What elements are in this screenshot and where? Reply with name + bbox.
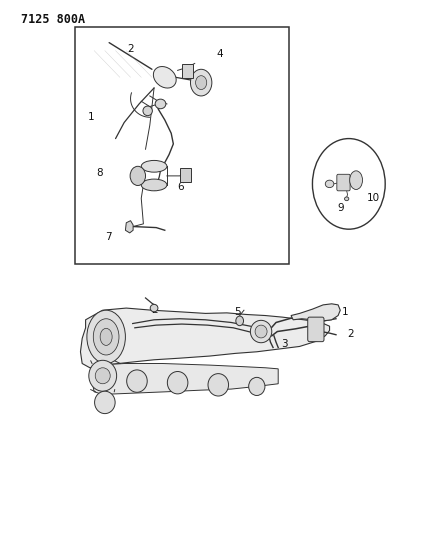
Circle shape [130, 166, 146, 185]
Ellipse shape [95, 368, 110, 384]
Text: 7125 800A: 7125 800A [21, 13, 86, 26]
Ellipse shape [127, 370, 147, 392]
Polygon shape [125, 221, 133, 233]
Polygon shape [80, 308, 330, 368]
Ellipse shape [250, 320, 272, 343]
Polygon shape [291, 304, 340, 321]
Ellipse shape [100, 328, 112, 345]
Ellipse shape [143, 106, 152, 116]
Ellipse shape [208, 374, 229, 396]
Ellipse shape [155, 99, 166, 109]
Ellipse shape [153, 67, 176, 88]
Text: 2: 2 [348, 329, 354, 339]
Text: 1: 1 [342, 307, 348, 317]
Ellipse shape [87, 310, 125, 364]
Circle shape [196, 76, 207, 90]
Ellipse shape [141, 160, 167, 172]
Text: 2: 2 [151, 305, 158, 315]
Text: 3: 3 [281, 339, 288, 349]
Ellipse shape [345, 197, 349, 201]
Ellipse shape [249, 377, 265, 395]
FancyBboxPatch shape [337, 174, 350, 191]
Text: 6: 6 [178, 182, 184, 191]
Circle shape [190, 69, 212, 96]
Text: 4: 4 [216, 50, 223, 59]
Ellipse shape [236, 316, 244, 326]
Ellipse shape [167, 372, 188, 394]
Text: 1: 1 [88, 112, 94, 122]
Text: 4: 4 [106, 320, 113, 330]
Ellipse shape [89, 360, 116, 391]
FancyBboxPatch shape [180, 168, 191, 182]
Ellipse shape [95, 391, 115, 414]
Text: 9: 9 [337, 203, 344, 213]
Text: 10: 10 [367, 193, 380, 203]
Text: 5: 5 [234, 307, 241, 317]
Ellipse shape [141, 179, 167, 191]
Ellipse shape [255, 325, 267, 338]
Polygon shape [92, 364, 278, 394]
Ellipse shape [93, 319, 119, 355]
Text: 2: 2 [127, 44, 134, 54]
Text: 7: 7 [105, 232, 111, 242]
Ellipse shape [325, 180, 334, 188]
Bar [75, 27, 289, 264]
FancyBboxPatch shape [308, 317, 324, 342]
Ellipse shape [350, 171, 363, 189]
Ellipse shape [150, 304, 158, 312]
Text: 8: 8 [96, 168, 103, 177]
FancyBboxPatch shape [182, 64, 193, 78]
